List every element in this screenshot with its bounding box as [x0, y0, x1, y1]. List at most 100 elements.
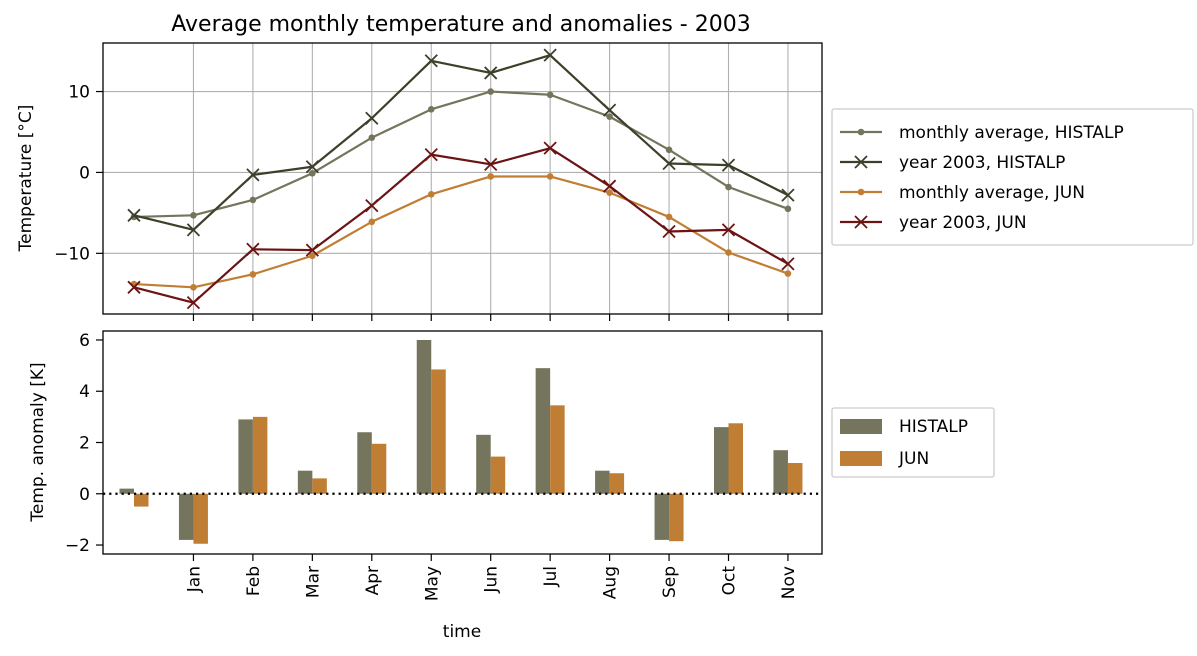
- legend-label: year 2003, HISTALP: [899, 153, 1065, 173]
- data-point: [484, 66, 498, 80]
- data-point: [781, 257, 795, 271]
- bar-histalp: [416, 339, 432, 494]
- data-point: [424, 54, 438, 68]
- bar-jun: [134, 493, 149, 507]
- series-3: [127, 141, 795, 310]
- top-y-axis-label: Temperature [°C]: [16, 105, 36, 253]
- top-plot-frame: [102, 42, 823, 315]
- bottom-y-axis-label: Temp. anomaly [K]: [28, 362, 48, 522]
- x-tick-label: Jul: [541, 566, 561, 588]
- data-point: [127, 280, 141, 294]
- data-point: [487, 173, 495, 180]
- series-line: [133, 90, 789, 219]
- data-point: [721, 223, 736, 237]
- bottom-bars: [119, 339, 803, 544]
- data-point: [427, 190, 435, 198]
- bar-histalp: [238, 419, 253, 494]
- bar-histalp: [178, 493, 194, 540]
- legend-entry: monthly average, HISTALP: [840, 123, 1124, 143]
- data-point: [784, 270, 792, 277]
- data-point: [427, 106, 435, 113]
- data-point: [781, 188, 795, 202]
- series-line: [133, 147, 789, 304]
- bar-histalp: [595, 470, 610, 494]
- bar-histalp: [654, 493, 670, 540]
- x-tick-label: Mar: [303, 566, 323, 598]
- data-point: [365, 111, 379, 125]
- x-tick-label: Oct: [720, 566, 740, 596]
- data-point: [424, 147, 438, 162]
- x-tick-label: Apr: [363, 566, 383, 595]
- bar-histalp: [714, 427, 729, 494]
- top-y-axis: −10 0 10: [54, 83, 103, 264]
- bar-histalp: [119, 488, 134, 494]
- legend-marker: [857, 128, 865, 136]
- legend-marker: [854, 215, 868, 229]
- bar-histalp: [773, 450, 788, 494]
- bottom-y-axis: −2 0 2 4 6: [65, 331, 103, 556]
- legend-marker: [857, 188, 865, 196]
- data-point: [249, 196, 257, 204]
- data-point: [606, 113, 613, 120]
- series-0: [130, 88, 792, 221]
- y-tick-label: 10: [68, 83, 90, 103]
- x-axis-label: time: [443, 622, 481, 642]
- bar-jun: [193, 493, 208, 544]
- data-point: [546, 173, 554, 180]
- data-point: [606, 189, 613, 196]
- legend-label: JUN: [898, 449, 929, 469]
- series-line: [133, 175, 789, 289]
- legend-entry: year 2003, HISTALP: [840, 153, 1065, 173]
- x-tick-label: Aug: [601, 566, 621, 599]
- bar-histalp: [297, 470, 313, 494]
- legend-label: monthly average, HISTALP: [899, 123, 1124, 143]
- bar-histalp: [357, 432, 372, 494]
- data-point: [602, 179, 617, 193]
- top-x-ticks: [192, 314, 789, 321]
- legend-label: HISTALP: [899, 417, 968, 437]
- data-point: [246, 168, 260, 182]
- data-point: [662, 156, 676, 171]
- data-point: [725, 249, 732, 256]
- legend-entry: year 2003, JUN: [840, 213, 1027, 233]
- data-point: [368, 218, 376, 226]
- bar-jun: [787, 463, 803, 494]
- bar-jun: [669, 493, 684, 542]
- data-point: [602, 103, 617, 117]
- data-point: [186, 223, 201, 237]
- data-point: [190, 212, 197, 219]
- top-legend: monthly average, HISTALP year 2003, HISTA…: [831, 108, 1194, 246]
- data-point: [662, 224, 676, 239]
- data-point: [487, 88, 495, 95]
- chart-title: Average monthly temperature and anomalie…: [171, 12, 750, 37]
- bar-histalp: [476, 434, 491, 494]
- bar-jun: [550, 405, 565, 494]
- series-1: [127, 48, 795, 237]
- data-point: [725, 183, 732, 191]
- legend-entry: JUN: [840, 449, 929, 469]
- y-tick-label: 4: [79, 382, 90, 402]
- data-point: [309, 169, 316, 177]
- data-point: [127, 208, 141, 222]
- bar-jun: [490, 456, 506, 494]
- y-tick-label: −10: [54, 244, 90, 264]
- bar-histalp: [535, 368, 551, 494]
- data-point: [721, 158, 736, 172]
- top-series: [127, 48, 795, 310]
- top-legend-frame: [831, 108, 1194, 246]
- legend-label: year 2003, JUN: [899, 213, 1027, 233]
- data-point: [249, 271, 257, 278]
- legend-marker: [854, 155, 868, 169]
- data-point: [305, 160, 319, 174]
- bar-jun: [609, 473, 625, 494]
- data-point: [546, 91, 554, 99]
- bottom-legend: HISTALP JUN: [831, 407, 995, 478]
- data-point: [543, 48, 557, 62]
- x-tick-label: Jun: [482, 566, 502, 594]
- y-tick-label: 0: [79, 163, 90, 183]
- x-tick-label: Nov: [779, 566, 799, 599]
- legend-swatch: [840, 419, 882, 434]
- x-tick-label: Feb: [244, 566, 264, 596]
- data-point: [484, 157, 498, 171]
